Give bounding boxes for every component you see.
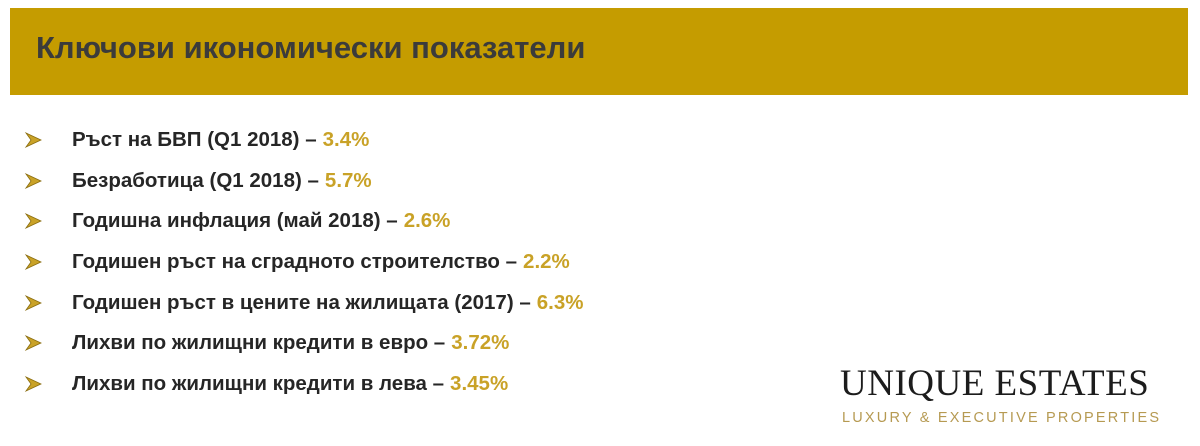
indicator-item: Годишен ръст в цените на жилищата (2017)… <box>24 282 583 323</box>
indicator-label: Годишна инфлация (май 2018) – <box>72 209 398 233</box>
arrow-bullet <box>24 132 42 149</box>
indicator-value: 2.6% <box>403 209 451 233</box>
arrow-bullet <box>24 294 42 311</box>
arrow-bullet <box>24 335 42 352</box>
indicator-value: 5.7% <box>324 168 372 192</box>
indicator-label: Лихви по жилищни кредити в евро – <box>72 331 446 355</box>
indicator-label: Годишен ръст в цените на жилищата (2017)… <box>72 290 531 314</box>
header-band: Ключови икономически показатели <box>10 8 1188 95</box>
indicator-value: 6.3% <box>536 290 584 314</box>
indicator-list: Ръст на БВП (Q1 2018) –3.4% Безработица (… <box>24 120 583 404</box>
arrow-bullet <box>24 375 42 392</box>
indicator-item: Ръст на БВП (Q1 2018) –3.4% <box>24 120 583 161</box>
indicator-value: 3.72% <box>451 331 510 355</box>
indicator-label: Лихви по жилищни кредити в лева – <box>72 371 445 395</box>
indicator-value: 2.2% <box>523 250 570 274</box>
arrow-bullet <box>24 172 42 189</box>
indicator-item: Годишна инфлация (май 2018) –2.6% <box>24 201 583 242</box>
indicator-label: Безработица (Q1 2018) – <box>72 168 319 192</box>
arrow-bullet <box>24 213 42 230</box>
logo-name: UNIQUE ESTATES <box>840 363 1150 404</box>
indicator-item: Лихви по жилищни кредити в лева –3.45% <box>24 364 583 405</box>
logo-tagline: LUXURY & EXECUTIVE PROPERTIES <box>842 410 1162 426</box>
indicator-value: 3.45% <box>450 371 509 395</box>
arrow-bullet <box>24 254 42 271</box>
indicator-value: 3.4% <box>322 128 370 152</box>
indicator-item: Лихви по жилищни кредити в евро –3.72% <box>24 323 583 364</box>
indicator-item: Безработица (Q1 2018) –5.7% <box>24 161 583 202</box>
indicator-item: Годишен ръст на сградното строителство –… <box>24 242 583 283</box>
title: Ключови икономически показатели <box>36 30 586 65</box>
indicator-label: Ръст на БВП (Q1 2018) – <box>72 128 317 152</box>
indicator-label: Годишен ръст на сградното строителство – <box>72 250 518 274</box>
